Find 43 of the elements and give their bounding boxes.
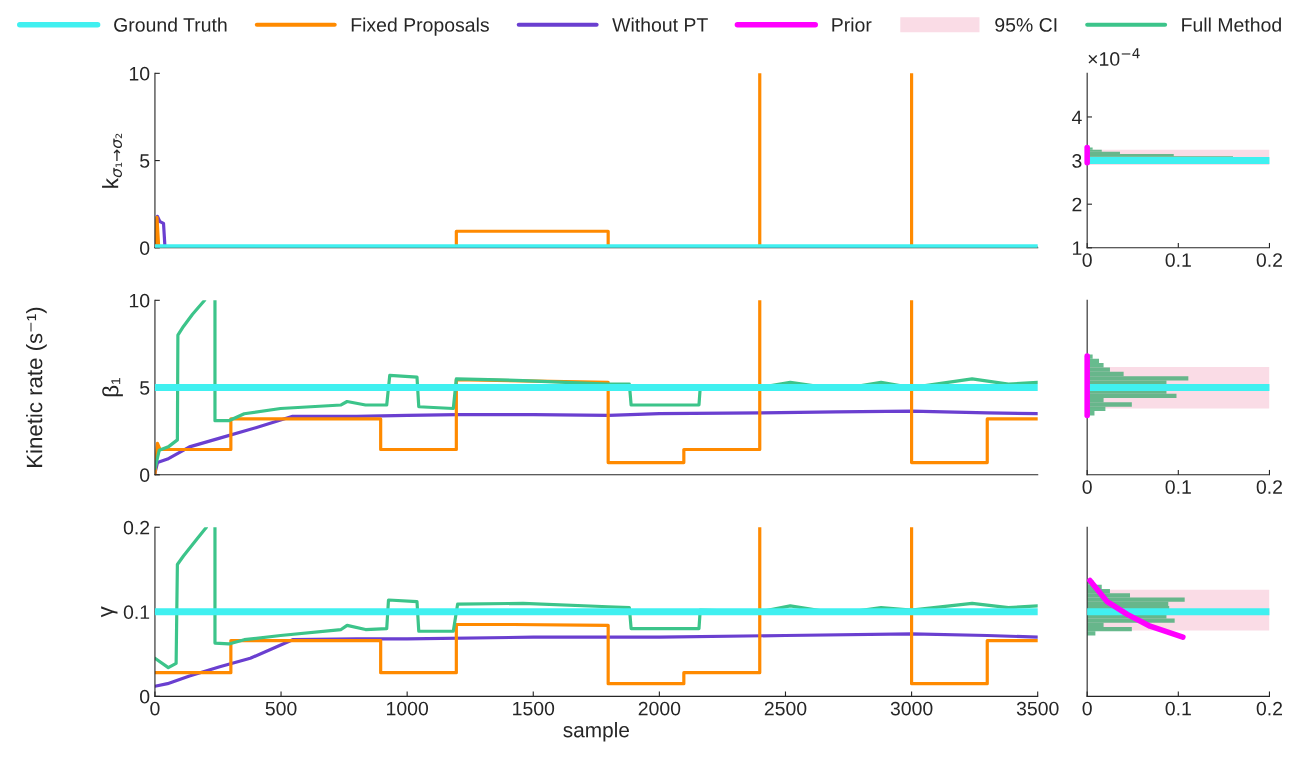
x-tick-label: 1500 <box>513 701 555 716</box>
x-tick-label: 3500 <box>1016 701 1059 716</box>
x-tick-label: 1000 <box>387 701 429 716</box>
legend-label: Full Method <box>1182 17 1281 32</box>
y-axis-title: γ <box>101 606 118 618</box>
y-tick-label: 0 <box>140 689 150 704</box>
x-tick-label: 2000 <box>638 701 681 716</box>
x-tick-label: 0.2 <box>1256 253 1282 267</box>
y-axis-title: k$_{σ₁→σ₂}$ <box>102 133 123 188</box>
legend-label: 95% CI <box>995 18 1057 32</box>
x-tick-label: 3000 <box>890 701 933 716</box>
y-axis-title: β₁ <box>102 377 123 397</box>
x-tick-label: 0 <box>1082 253 1092 267</box>
legend-label: Without PT <box>612 17 708 32</box>
x-axis-title: sample <box>563 722 629 742</box>
legend-label: Ground Truth <box>114 17 227 32</box>
line-series <box>154 632 1038 688</box>
x-tick-label: 0.1 <box>1165 701 1191 716</box>
y-tick-label: 0 <box>140 241 150 256</box>
y-tick-label: 4 <box>1071 110 1082 124</box>
y-tick-label: 3 <box>1072 154 1082 168</box>
y-tick-label: 5 <box>140 154 150 168</box>
x-tick-label: 0.1 <box>1165 253 1191 267</box>
legend-label: Prior <box>832 17 872 32</box>
text: Kinetic rate (s⁻¹) <box>26 307 47 467</box>
y-tick-label: 10 <box>129 66 150 81</box>
x-tick-label: 0.1 <box>1165 480 1191 494</box>
y-tick-label: 2 <box>1072 197 1082 212</box>
x-tick-label: 0 <box>150 701 160 716</box>
y-tick-label: 0.1 <box>123 605 150 620</box>
y-tick-label: 5 <box>140 381 150 395</box>
x-tick-label: 2500 <box>764 701 807 716</box>
x-tick-label: 0.2 <box>1256 480 1282 494</box>
x-tick-label: 0.2 <box>1256 701 1282 716</box>
text: ×10$^{−4}$ <box>1088 48 1140 66</box>
y-tick-label: 0.2 <box>123 520 150 535</box>
x-tick-label: 0 <box>1082 480 1092 494</box>
x-tick-label: 0 <box>1082 701 1092 716</box>
legend-label: Fixed Proposals <box>351 17 489 36</box>
y-tick-label: 10 <box>129 293 150 308</box>
y-tick-label: 0 <box>140 468 150 483</box>
y-tick-label: 1 <box>1072 241 1082 255</box>
x-tick-label: 500 <box>265 701 297 716</box>
